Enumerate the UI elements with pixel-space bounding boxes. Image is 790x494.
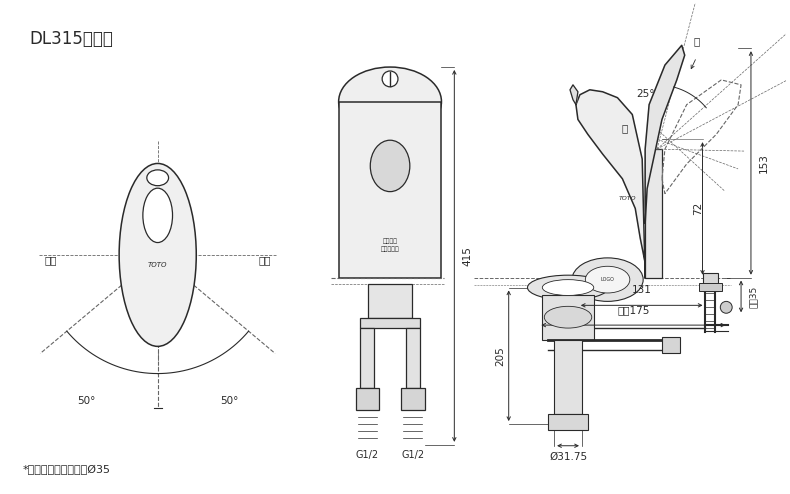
- Bar: [555, 340, 582, 414]
- Text: 205: 205: [495, 346, 505, 366]
- Ellipse shape: [585, 266, 630, 293]
- Text: LOGO: LOGO: [600, 277, 615, 282]
- Text: TOTO: TOTO: [148, 262, 167, 268]
- Ellipse shape: [572, 258, 643, 301]
- Ellipse shape: [371, 140, 410, 192]
- Text: 开: 开: [694, 36, 700, 46]
- Bar: [702, 273, 718, 290]
- Text: 25°: 25°: [636, 89, 654, 99]
- Ellipse shape: [542, 280, 594, 295]
- Text: 50°: 50°: [77, 396, 96, 406]
- Text: 冷水: 冷水: [258, 255, 271, 265]
- Bar: [401, 388, 424, 410]
- Bar: [542, 295, 594, 340]
- Text: G1/2: G1/2: [356, 450, 379, 460]
- Text: DL315尺寸图: DL315尺寸图: [29, 31, 113, 48]
- Text: Ø31.75: Ø31.75: [549, 452, 587, 461]
- Bar: [645, 149, 662, 278]
- Text: TOTO: TOTO: [619, 196, 636, 201]
- Ellipse shape: [119, 164, 196, 346]
- Bar: [360, 318, 419, 328]
- Bar: [339, 102, 442, 278]
- Text: G1/2: G1/2: [401, 450, 424, 460]
- Text: 72: 72: [693, 202, 702, 215]
- Text: 415: 415: [462, 246, 472, 266]
- Text: 153: 153: [759, 153, 769, 173]
- Text: 131: 131: [632, 286, 652, 295]
- Bar: [662, 337, 679, 353]
- Bar: [360, 328, 374, 388]
- Text: *水龙头安装孔尺寪为Ø35: *水龙头安装孔尺寪为Ø35: [22, 465, 111, 475]
- Bar: [356, 388, 379, 410]
- Ellipse shape: [544, 306, 592, 328]
- Text: 闭: 闭: [621, 124, 627, 133]
- Polygon shape: [570, 85, 578, 105]
- Text: 最大175: 最大175: [617, 305, 649, 315]
- Bar: [698, 283, 722, 290]
- Text: 六角螺母
锁紧后拧紧: 六角螺母 锁紧后拧紧: [381, 239, 400, 251]
- Polygon shape: [645, 45, 685, 223]
- Bar: [406, 328, 419, 388]
- Text: 50°: 50°: [220, 396, 238, 406]
- Ellipse shape: [528, 275, 608, 300]
- Text: 热水: 热水: [45, 255, 57, 265]
- Text: 最大35: 最大35: [749, 286, 758, 308]
- Bar: [548, 414, 588, 430]
- Bar: [368, 284, 412, 318]
- Polygon shape: [576, 90, 645, 278]
- Circle shape: [382, 71, 398, 87]
- Polygon shape: [662, 80, 741, 194]
- Ellipse shape: [339, 67, 442, 136]
- Circle shape: [720, 301, 732, 313]
- Ellipse shape: [143, 188, 172, 243]
- Ellipse shape: [147, 170, 168, 186]
